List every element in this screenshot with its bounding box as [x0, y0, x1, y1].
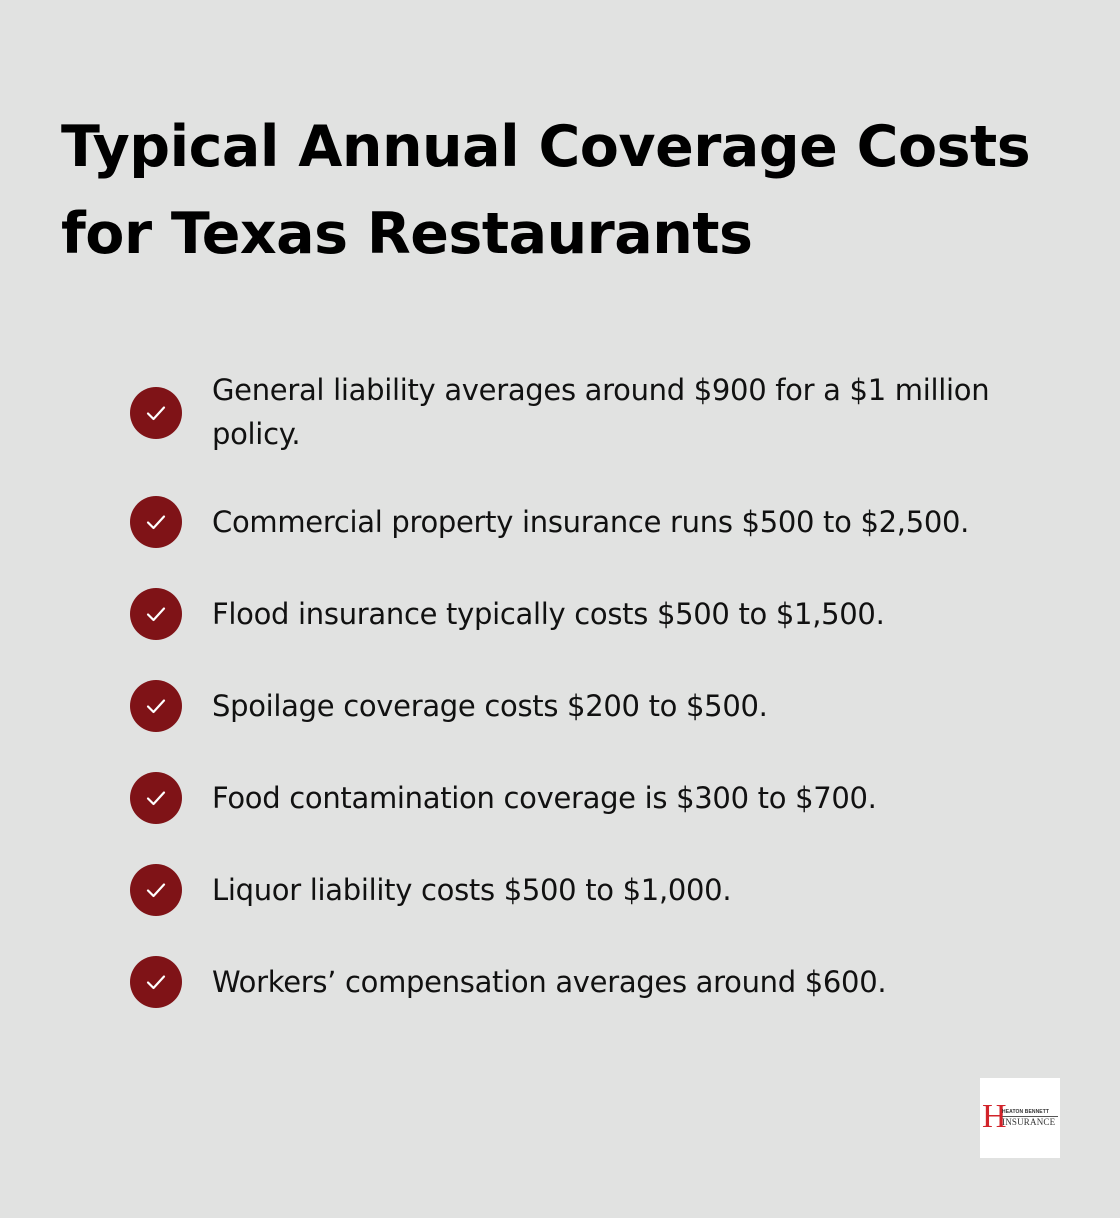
list-item-text: Spoilage coverage costs $200 to $500.: [212, 689, 768, 723]
list-item-text: Liquor liability costs $500 to $1,000.: [212, 873, 732, 907]
check-icon: [130, 588, 182, 640]
check-icon: [130, 864, 182, 916]
company-logo: H HEATON BENNETT INSURANCE: [980, 1078, 1060, 1158]
logo-line2: INSURANCE: [1002, 1117, 1056, 1127]
check-icon: [130, 496, 182, 548]
page-title: Typical Annual Coverage Costs for Texas …: [61, 114, 1031, 267]
logo-line1: HEATON BENNETT: [1002, 1109, 1050, 1115]
check-icon: [130, 772, 182, 824]
list-item-text: Flood insurance typically costs $500 to …: [212, 597, 885, 631]
list-item-text: Food contamination coverage is $300 to $…: [212, 781, 877, 815]
logo-divider: [1002, 1116, 1058, 1117]
check-icon: [130, 680, 182, 732]
list-item-text: General liability averages around $900 f…: [212, 373, 990, 451]
list-item-text: Workers’ compensation averages around $6…: [212, 965, 887, 999]
list-item-text: Commercial property insurance runs $500 …: [212, 505, 970, 539]
check-icon: [130, 956, 182, 1008]
check-icon: [130, 387, 182, 439]
